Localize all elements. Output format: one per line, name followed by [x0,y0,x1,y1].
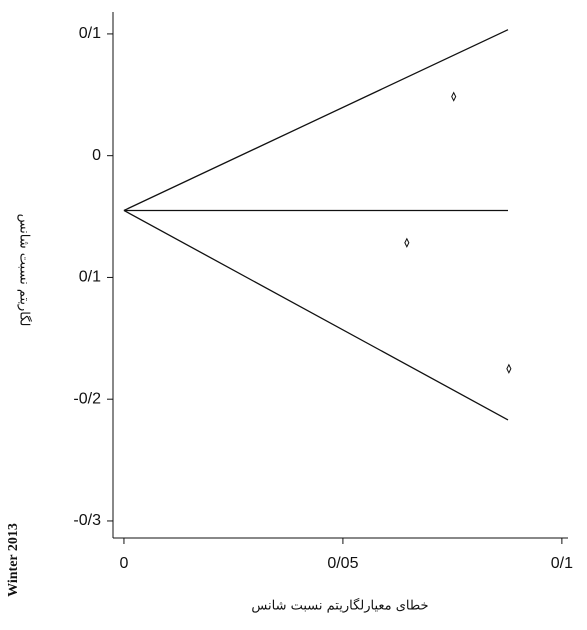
y-tick-label: -0/3 [73,512,101,529]
y-axis-label: لگاریتم نسبت شانس [17,214,33,327]
x-tick-label: 0/05 [327,555,358,572]
point [451,91,457,102]
point [506,363,512,374]
x-tick-label: 0/1 [551,555,573,572]
point [404,237,410,248]
funnel-line [123,29,509,212]
y-tick-label: -0/2 [73,390,101,407]
y-tick-label: 0 [92,147,101,164]
x-axis-label: خطای معیارلگاریتم نسبت شانس [251,598,428,614]
side-note: Winter 2013 [6,523,21,597]
funnel-line [123,209,509,421]
x-tick-label: 0 [119,555,128,572]
y-tick-label: 0/1 [79,269,101,286]
y-tick-label: 0/1 [79,25,101,42]
